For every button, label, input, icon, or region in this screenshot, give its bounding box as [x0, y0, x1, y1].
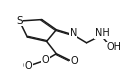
Text: O: O: [70, 56, 78, 66]
Text: O: O: [25, 61, 32, 71]
Text: NH: NH: [95, 28, 110, 38]
Text: S: S: [16, 16, 23, 26]
Text: O: O: [42, 55, 49, 65]
Text: N: N: [70, 28, 77, 38]
Text: OH: OH: [107, 42, 122, 52]
Text: O: O: [23, 61, 31, 71]
